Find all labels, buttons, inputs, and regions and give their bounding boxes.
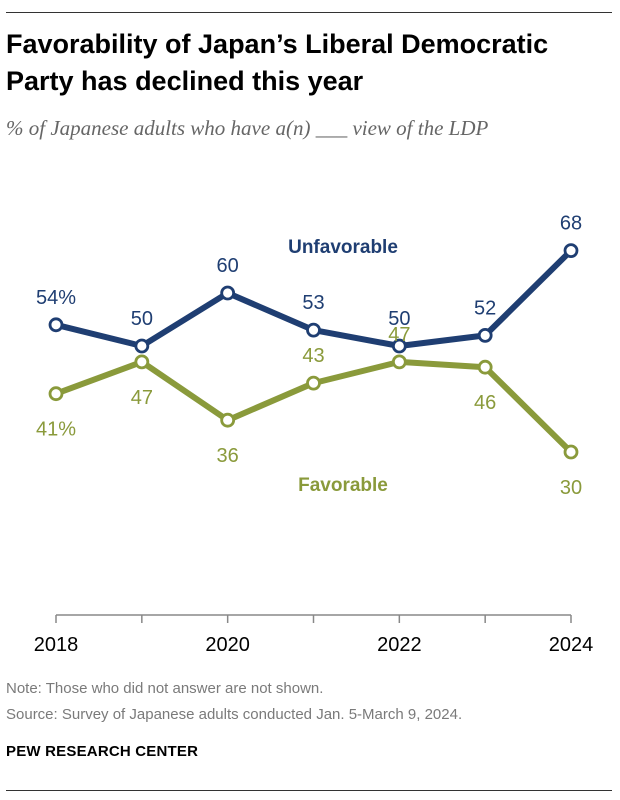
data-label-favorable: 30 (560, 477, 582, 499)
data-label-favorable: 47 (388, 324, 410, 346)
series-name-unfavorable: Unfavorable (288, 237, 398, 258)
data-point-unfavorable (48, 317, 64, 333)
data-label-unfavorable: 50 (131, 308, 153, 330)
x-tick-label: 2022 (377, 634, 422, 656)
bottom-rule (6, 790, 612, 791)
line-chart: 2018 2020 2022 2024 54% 50 60 53 50 52 68 41% 47 36 43… (34, 213, 594, 656)
data-label-favorable: 43 (302, 345, 324, 367)
data-point-unfavorable (477, 327, 493, 343)
data-point-favorable (306, 375, 321, 391)
chart-title: Favorability of Japan’s Liberal Democrat… (6, 29, 549, 96)
chart-note: Note: Those who did not answer are not s… (6, 680, 324, 697)
series-name-favorable: Favorable (298, 475, 388, 496)
data-label-favorable: 46 (474, 392, 496, 414)
chart-subtitle: % of Japanese adults who have a(n) ___ v… (6, 116, 489, 140)
data-label-unfavorable: 53 (302, 292, 324, 314)
data-point-unfavorable (220, 285, 236, 301)
data-point-unfavorable (134, 338, 150, 354)
data-label-favorable: 41% (36, 419, 76, 441)
x-tick-label: 2018 (34, 634, 79, 656)
data-label-unfavorable: 52 (474, 297, 496, 319)
data-label-unfavorable: 68 (560, 213, 582, 235)
data-label-unfavorable: 60 (217, 255, 239, 277)
brand-name: PEW RESEARCH CENTER (6, 743, 199, 760)
data-label-favorable: 36 (217, 445, 239, 467)
top-rule (6, 12, 612, 13)
data-point-favorable (477, 359, 493, 375)
data-point-favorable (134, 354, 150, 370)
data-point-favorable (220, 412, 236, 428)
data-point-unfavorable (563, 243, 579, 258)
x-tick-label: 2024 (549, 634, 594, 656)
x-tick-label: 2020 (205, 634, 250, 656)
data-point-favorable (48, 386, 64, 402)
data-label-unfavorable: 54% (36, 287, 76, 309)
data-point-favorable (563, 444, 579, 460)
chart-source: Source: Survey of Japanese adults conduc… (6, 706, 463, 723)
data-point-unfavorable (306, 322, 321, 338)
data-point-favorable (391, 354, 407, 370)
data-point-unfavorable (391, 338, 407, 354)
data-label-favorable: 47 (131, 387, 153, 409)
data-label-unfavorable: 50 (388, 308, 410, 330)
